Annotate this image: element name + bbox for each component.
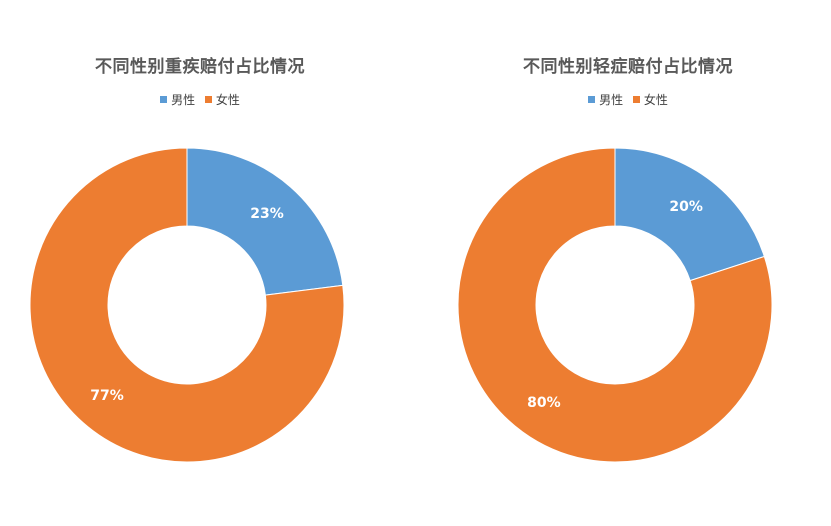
legend-label-male: 男性 [599, 93, 624, 107]
slice-female [457, 147, 773, 463]
legend-swatch-male [588, 96, 596, 103]
legend-swatch-male [160, 96, 168, 103]
legend-item-female: 女性 [632, 91, 668, 108]
legend-label-female: 女性 [215, 93, 240, 107]
chart-title: 不同性别轻症赔付占比情况 [523, 57, 733, 77]
legend-swatch-female [632, 96, 640, 103]
legend-item-female: 女性 [204, 91, 240, 108]
chart-mild-illness: 不同性别轻症赔付占比情况 男性 女性 20% 80% [428, 0, 828, 526]
data-label-male: 23% [250, 206, 284, 222]
legend-swatch-female [204, 96, 212, 103]
legend-item-male: 男性 [160, 91, 195, 108]
legend-label-female: 女性 [643, 93, 668, 107]
data-label-female: 80% [527, 395, 561, 411]
data-label-male: 20% [669, 199, 703, 215]
slice-female [29, 147, 345, 463]
slice-male [186, 147, 344, 296]
chart-legend: 男性 女性 [0, 91, 400, 108]
donut-chart: 20% 80% [457, 147, 773, 463]
legend-label-male: 男性 [171, 93, 196, 107]
data-label-female: 77% [90, 388, 124, 404]
legend-item-male: 男性 [588, 91, 623, 108]
donut-chart: 23% 77% [29, 147, 345, 463]
chart-critical-illness: 不同性别重疾赔付占比情况 男性 女性 23% 77% [0, 0, 400, 526]
chart-title: 不同性别重疾赔付占比情况 [95, 57, 305, 77]
chart-legend: 男性 女性 [428, 91, 828, 108]
slice-male [614, 147, 765, 282]
